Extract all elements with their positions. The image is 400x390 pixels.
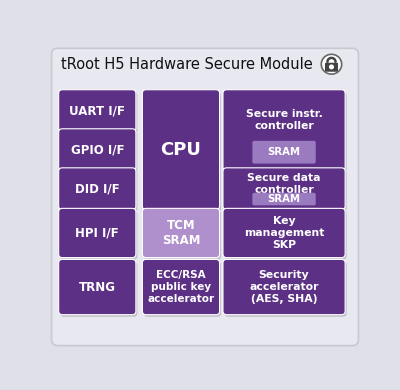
FancyBboxPatch shape [144,211,221,260]
Text: Secure data
controller: Secure data controller [247,173,321,195]
FancyBboxPatch shape [224,211,347,260]
Text: Secure instr.
controller: Secure instr. controller [246,109,322,131]
FancyBboxPatch shape [144,262,221,317]
Text: Key
management
SKP: Key management SKP [244,216,324,250]
FancyBboxPatch shape [59,90,136,131]
Text: DID I/F: DID I/F [75,182,120,195]
FancyBboxPatch shape [224,170,347,212]
FancyBboxPatch shape [59,208,136,258]
FancyBboxPatch shape [60,262,138,317]
FancyBboxPatch shape [59,168,136,209]
FancyBboxPatch shape [142,259,220,315]
Text: SRAM: SRAM [268,194,300,204]
FancyBboxPatch shape [223,259,345,315]
FancyBboxPatch shape [144,92,221,212]
FancyBboxPatch shape [60,92,138,134]
Text: TCM
SRAM: TCM SRAM [162,219,200,247]
Text: CPU: CPU [160,141,202,159]
Text: SRAM: SRAM [268,147,300,157]
FancyBboxPatch shape [224,262,347,317]
FancyBboxPatch shape [224,92,347,173]
FancyBboxPatch shape [60,131,138,173]
FancyBboxPatch shape [52,48,358,346]
FancyBboxPatch shape [60,170,138,212]
Text: tRoot H5 Hardware Secure Module: tRoot H5 Hardware Secure Module [60,57,312,72]
FancyBboxPatch shape [223,168,345,209]
Text: ECC/RSA
public key
accelerator: ECC/RSA public key accelerator [148,270,214,304]
Text: UART I/F: UART I/F [69,104,125,117]
Text: HPI I/F: HPI I/F [76,227,119,239]
FancyBboxPatch shape [325,63,338,72]
Circle shape [321,54,342,74]
FancyBboxPatch shape [59,129,136,170]
FancyBboxPatch shape [223,208,345,258]
Text: GPIO I/F: GPIO I/F [70,143,124,156]
FancyBboxPatch shape [252,193,316,206]
FancyBboxPatch shape [223,90,345,170]
FancyBboxPatch shape [142,90,220,209]
FancyBboxPatch shape [60,211,138,260]
Circle shape [330,65,333,69]
Text: Security
accelerator
(AES, SHA): Security accelerator (AES, SHA) [249,270,319,304]
FancyBboxPatch shape [252,141,316,163]
Text: TRNG: TRNG [79,280,116,294]
FancyBboxPatch shape [59,259,136,315]
FancyBboxPatch shape [142,208,220,258]
